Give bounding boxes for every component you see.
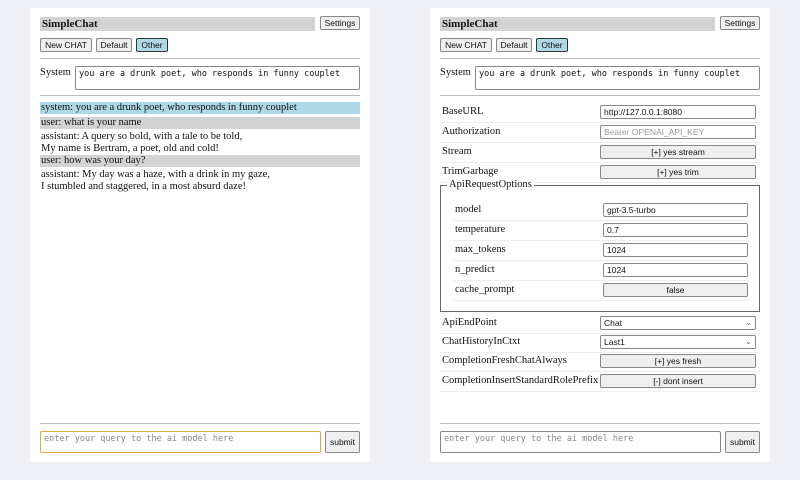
- selected-value: Last1: [604, 337, 625, 347]
- chat-message-user: user: how was your day?: [40, 155, 360, 167]
- divider: [40, 58, 360, 59]
- chat-message-system: system: you are a drunk poet, who respon…: [40, 102, 360, 114]
- app-title: SimpleChat: [440, 17, 715, 31]
- divider: [440, 95, 760, 96]
- other-chat-button[interactable]: Other: [536, 38, 568, 52]
- setting-stream: Stream [+] yes stream: [440, 143, 760, 163]
- max-tokens-input[interactable]: 1024: [603, 243, 748, 257]
- query-input[interactable]: enter your query to the ai model here: [40, 431, 321, 453]
- option-temperature: temperature 0.7: [453, 221, 749, 241]
- chat-message-assistant: assistant: A query so bold, with a tale …: [40, 131, 360, 154]
- setting-label: ApiEndPoint: [442, 317, 497, 328]
- chat-panel: SimpleChat Settings New CHAT Default Oth…: [30, 8, 370, 462]
- option-max-tokens: max_tokens 1024: [453, 241, 749, 261]
- setting-label: TrimGarbage: [442, 166, 499, 177]
- setting-label: Stream: [442, 146, 472, 157]
- other-chat-button[interactable]: Other: [136, 38, 168, 52]
- trim-garbage-toggle[interactable]: [+] yes trim: [600, 165, 756, 179]
- setting-chat-history: ChatHistoryInCtxt Last1 ⌄: [440, 333, 760, 353]
- system-prompt-input[interactable]: you are a drunk poet, who responds in fu…: [475, 66, 760, 90]
- system-prompt-input[interactable]: you are a drunk poet, who responds in fu…: [75, 66, 360, 90]
- system-label: System: [440, 67, 471, 78]
- chat-history-select[interactable]: Last1 ⌄: [600, 335, 756, 349]
- setting-label: cache_prompt: [455, 284, 515, 295]
- message-line: assistant: My day was a haze, with a dri…: [41, 169, 270, 180]
- query-input[interactable]: enter your query to the ai model here: [440, 431, 721, 453]
- setting-label: model: [455, 204, 482, 215]
- chevron-down-icon: ⌄: [745, 318, 752, 327]
- setting-api-endpoint: ApiEndPoint Chat ⌄: [440, 314, 760, 334]
- cache-prompt-toggle[interactable]: false: [603, 283, 748, 297]
- message-line: I stumbled and staggered, in a most absu…: [41, 180, 246, 192]
- message-line: assistant: A query so bold, with a tale …: [41, 131, 243, 142]
- divider: [440, 58, 760, 59]
- new-chat-button[interactable]: New CHAT: [440, 38, 492, 52]
- setting-label: temperature: [455, 224, 506, 235]
- setting-label: BaseURL: [442, 106, 484, 117]
- divider: [40, 95, 360, 96]
- submit-button[interactable]: submit: [725, 431, 760, 453]
- api-endpoint-select[interactable]: Chat ⌄: [600, 316, 756, 330]
- settings-button[interactable]: Settings: [320, 16, 360, 30]
- option-model: model gpt-3.5-turbo: [453, 201, 749, 221]
- new-chat-button[interactable]: New CHAT: [40, 38, 92, 52]
- authorization-input[interactable]: Bearer OPENAI_API_KEY: [600, 125, 756, 139]
- completion-insert-toggle[interactable]: [-] dont insert: [600, 374, 756, 388]
- setting-label: CompletionFreshChatAlways: [442, 355, 567, 366]
- setting-completion-fresh: CompletionFreshChatAlways [+] yes fresh: [440, 352, 760, 372]
- fieldset-legend: ApiRequestOptions: [447, 179, 534, 190]
- setting-label: n_predict: [455, 264, 495, 275]
- n-predict-input[interactable]: 1024: [603, 263, 748, 277]
- option-n-predict: n_predict 1024: [453, 261, 749, 281]
- api-request-options: ApiRequestOptions model gpt-3.5-turbo tem…: [440, 179, 760, 312]
- chat-message-user: user: what is your name: [40, 117, 360, 129]
- setting-label: max_tokens: [455, 244, 506, 255]
- app-title: SimpleChat: [40, 17, 315, 31]
- temperature-input[interactable]: 0.7: [603, 223, 748, 237]
- settings-panel: SimpleChat Settings New CHAT Default Oth…: [430, 8, 770, 462]
- default-chat-button[interactable]: Default: [96, 38, 132, 52]
- model-input[interactable]: gpt-3.5-turbo: [603, 203, 748, 217]
- selected-value: Chat: [604, 318, 622, 328]
- setting-authorization: Authorization Bearer OPENAI_API_KEY: [440, 123, 760, 143]
- setting-label: CompletionInsertStandardRolePrefix: [442, 375, 599, 386]
- completion-fresh-toggle[interactable]: [+] yes fresh: [600, 354, 756, 368]
- base-url-input[interactable]: http://127.0.0.1:8080: [600, 105, 756, 119]
- option-cache-prompt: cache_prompt false: [453, 281, 749, 301]
- setting-trim-garbage: TrimGarbage [+] yes trim: [440, 163, 760, 183]
- setting-base-url: BaseURL http://127.0.0.1:8080: [440, 103, 760, 123]
- stream-toggle[interactable]: [+] yes stream: [600, 145, 756, 159]
- settings-button[interactable]: Settings: [720, 16, 760, 30]
- chat-message-assistant: assistant: My day was a haze, with a dri…: [40, 169, 360, 192]
- system-label: System: [40, 67, 71, 78]
- submit-button[interactable]: submit: [325, 431, 360, 453]
- chevron-down-icon: ⌄: [745, 337, 752, 346]
- divider: [440, 423, 760, 424]
- default-chat-button[interactable]: Default: [496, 38, 532, 52]
- divider: [40, 423, 360, 424]
- setting-completion-insert: CompletionInsertStandardRolePrefix [-] do…: [440, 372, 760, 392]
- setting-label: ChatHistoryInCtxt: [442, 336, 521, 347]
- message-line: My name is Bertram, a poet, old and cold…: [41, 142, 219, 154]
- setting-label: Authorization: [442, 126, 501, 137]
